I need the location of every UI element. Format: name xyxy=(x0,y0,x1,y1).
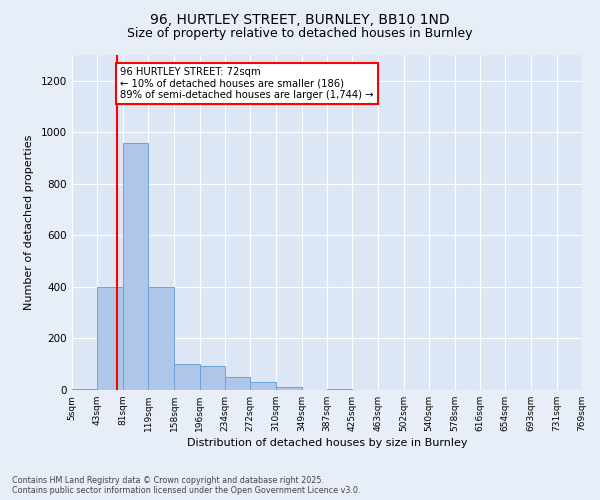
Bar xyxy=(72,388,97,390)
Bar xyxy=(275,388,302,390)
Text: 96, HURTLEY STREET, BURNLEY, BB10 1ND: 96, HURTLEY STREET, BURNLEY, BB10 1ND xyxy=(150,12,450,26)
Bar xyxy=(123,142,148,390)
Bar xyxy=(174,364,200,390)
Text: Size of property relative to detached houses in Burnley: Size of property relative to detached ho… xyxy=(127,28,473,40)
Bar xyxy=(97,287,123,390)
Bar xyxy=(148,287,174,390)
Text: 96 HURTLEY STREET: 72sqm
← 10% of detached houses are smaller (186)
89% of semi-: 96 HURTLEY STREET: 72sqm ← 10% of detach… xyxy=(120,66,374,100)
Text: Contains HM Land Registry data © Crown copyright and database right 2025.
Contai: Contains HM Land Registry data © Crown c… xyxy=(12,476,361,495)
Y-axis label: Number of detached properties: Number of detached properties xyxy=(24,135,34,310)
Bar xyxy=(225,377,250,390)
X-axis label: Distribution of detached houses by size in Burnley: Distribution of detached houses by size … xyxy=(187,438,467,448)
Bar xyxy=(250,382,275,390)
Bar xyxy=(199,366,225,390)
Bar xyxy=(327,388,352,390)
